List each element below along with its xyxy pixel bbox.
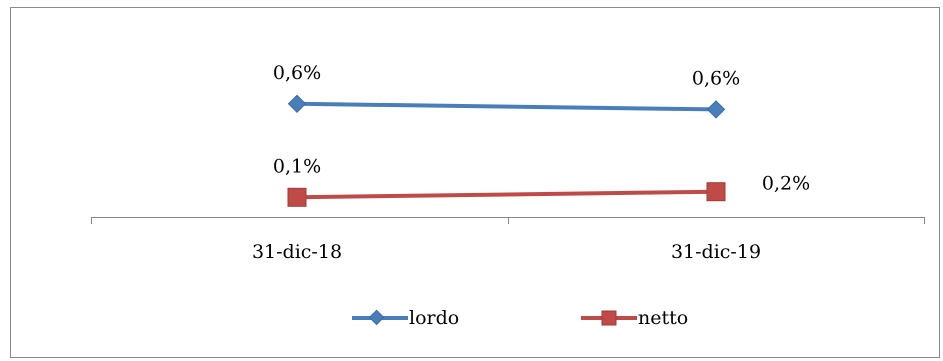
legend: lordo netto [352,307,688,329]
data-point-lordo [706,100,726,119]
data-label-netto: 0,2% [762,173,810,195]
legend-marker-lordo [368,309,385,326]
x-tick-label: 31-dic-18 [252,241,342,263]
series-line-lordo [296,101,717,112]
x-tick-label: 31-dic-19 [671,241,761,263]
data-point-netto [287,187,307,207]
data-label-netto: 0,1% [273,155,321,177]
data-point-lordo [287,94,307,113]
series-line-netto [296,189,717,200]
legend-label-lordo: lordo [409,307,459,329]
chart-border [10,7,940,358]
plot-area: 0,6% 0,6% 0,1% 0,2% [273,62,810,207]
data-label-lordo: 0,6% [692,67,740,89]
legend-label-netto: netto [638,307,688,329]
legend-marker-netto [601,310,617,326]
data-point-netto [706,182,726,202]
data-label-lordo: 0,6% [273,62,321,84]
